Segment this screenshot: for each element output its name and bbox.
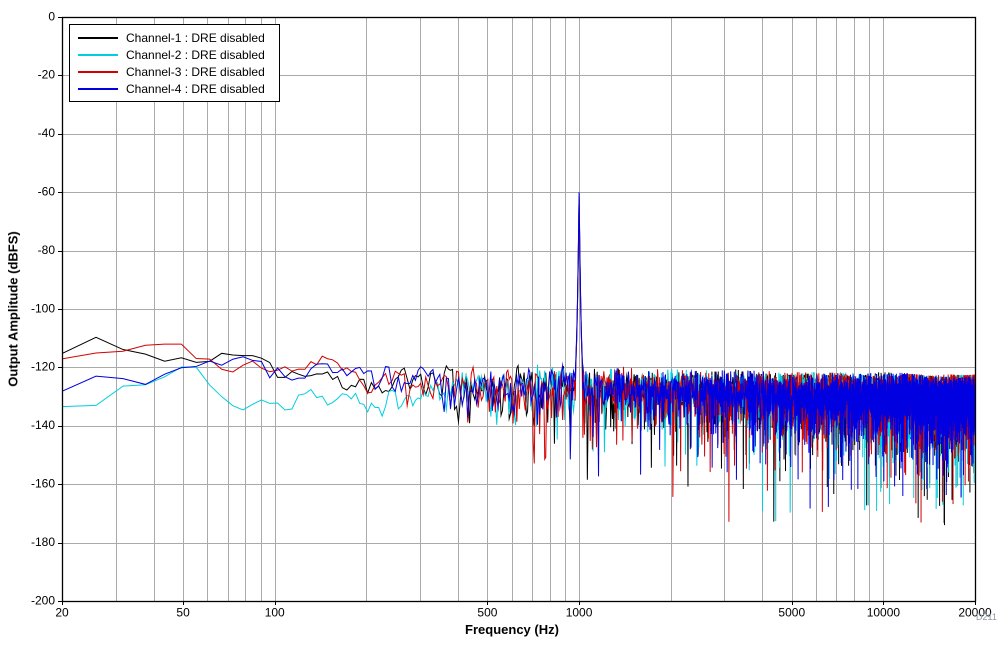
legend: Channel-1 : DRE disabled Channel-2 : DRE …	[69, 24, 280, 102]
legend-item: Channel-4 : DRE disabled	[78, 81, 265, 96]
legend-item: Channel-1 : DRE disabled	[78, 30, 265, 45]
legend-item: Channel-2 : DRE disabled	[78, 47, 265, 62]
x-axis-title: Frequency (Hz)	[465, 622, 559, 637]
legend-label: Channel-4 : DRE disabled	[126, 81, 265, 96]
legend-label: Channel-1 : DRE disabled	[126, 30, 265, 45]
legend-swatch	[78, 36, 118, 39]
legend-label: Channel-2 : DRE disabled	[126, 47, 265, 62]
legend-label: Channel-3 : DRE disabled	[126, 64, 265, 79]
legend-swatch	[78, 53, 118, 56]
legend-swatch	[78, 87, 118, 90]
legend-swatch	[78, 70, 118, 73]
legend-item: Channel-3 : DRE disabled	[78, 64, 265, 79]
y-axis-title: Output Amplitude (dBFS)	[5, 231, 21, 387]
figure-id-watermark: D211	[976, 612, 997, 622]
